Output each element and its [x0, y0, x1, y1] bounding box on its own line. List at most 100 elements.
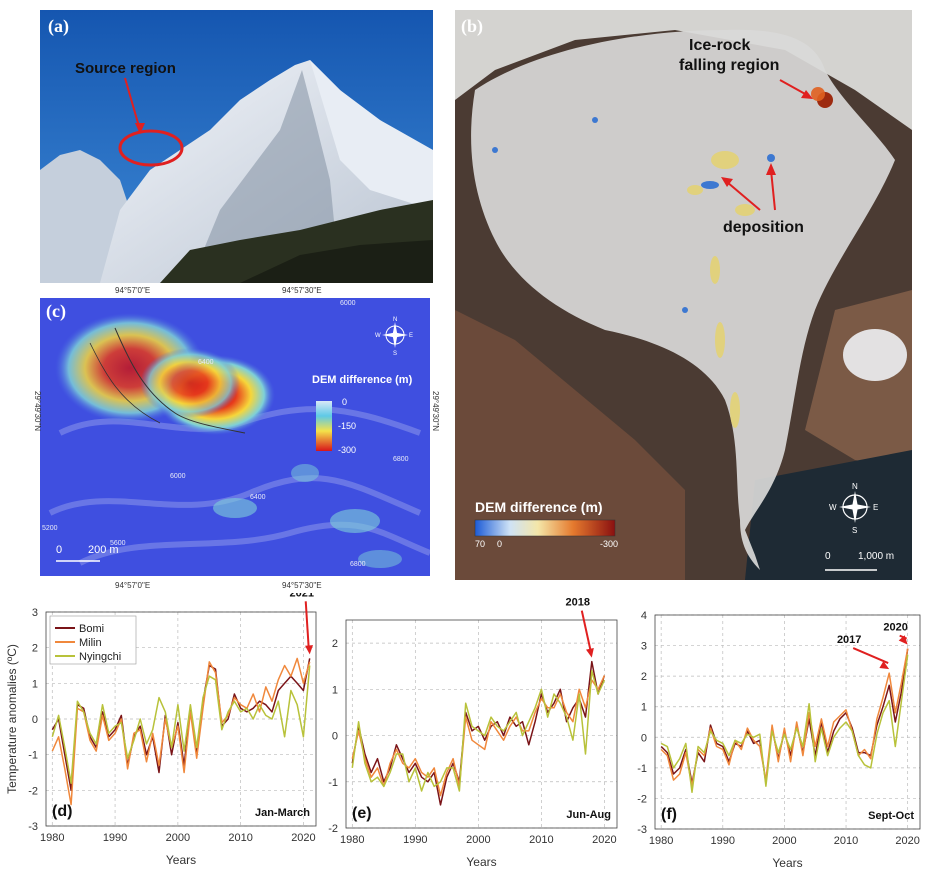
annotation-arrow [304, 601, 310, 649]
x-tick-label: 2020 [291, 832, 315, 844]
svg-text:N: N [852, 482, 858, 491]
svg-text:S: S [393, 351, 397, 357]
y-tick-label: 4 [641, 610, 647, 622]
x-tick-label: 2020 [592, 834, 616, 846]
x-axis-label: Years [772, 856, 802, 869]
svg-text:E: E [873, 503, 878, 512]
y-tick-label: -3 [28, 821, 38, 833]
x-tick-label: 1980 [40, 832, 64, 844]
annotation-arrow [852, 647, 889, 665]
panel-b-scale-1000: 1,000 m [858, 551, 894, 562]
panel-c-scale-0: 0 [56, 544, 62, 556]
contour-5600: 5600 [110, 540, 126, 547]
panel-b-legend-title: DEM difference (m) [475, 499, 603, 515]
source-region-label: Source region [75, 60, 176, 77]
annotation-arrowhead [305, 645, 314, 655]
mountain-photo: Source region [40, 10, 433, 283]
annotation-arrowhead [898, 635, 908, 645]
y-tick-label: 2 [332, 638, 338, 650]
panel-c-bottom-tick-2: 94°57'30"E [282, 581, 322, 590]
icerock-label-line2: falling region [679, 57, 779, 74]
chart-d: 1980 1990 2000 2010 2020 -3 -2 -1 0 1 2 3 Years Tempe… [5, 593, 317, 867]
y-axis-label: Temperature anomalies (ºC) [5, 644, 19, 794]
x-tick-label: 2000 [166, 832, 190, 844]
x-tick-label: 1980 [649, 835, 673, 847]
contour-6000-mid: 6000 [170, 473, 186, 480]
season-label: Jan-March [255, 807, 310, 819]
panel-label: (e) [352, 805, 372, 822]
temperature-charts: 1980 1990 2000 2010 2020-3-2-10123YearsTempe… [5, 593, 921, 869]
y-tick-label: 3 [641, 641, 647, 653]
svg-text:N: N [393, 317, 397, 323]
y-tick-label: 0 [332, 731, 338, 743]
panel-c-top-tick-2: 94°57'30"E [282, 286, 322, 295]
x-tick-label: 2010 [834, 835, 858, 847]
source-ellipse [118, 129, 184, 167]
y-tick-label: -1 [637, 763, 647, 775]
series-line-milin [51, 657, 311, 806]
panel-label: (d) [52, 803, 72, 820]
panel-c-legend-tick-0: 0 [342, 397, 347, 407]
panel-c-map: 94°57'0"E 94°57'30"E 6000 6400 6800 6000… [20, 283, 440, 593]
x-tick-label: 1980 [340, 834, 364, 846]
satellite-image: Ice-rock falling region deposition DEM d… [455, 10, 912, 580]
y-tick-label: 2 [641, 671, 647, 683]
y-tick-label: 0 [641, 732, 647, 744]
plot-frame [345, 619, 618, 829]
legend-label-bomi: Bomi [79, 623, 104, 635]
panel-c-bottom-tick-1: 94°57'0"E [115, 581, 150, 590]
y-tick-label: 2 [32, 643, 38, 655]
x-tick-label: 1990 [103, 832, 127, 844]
annotation-arrowhead [586, 647, 594, 658]
legend-label-milin: Milin [79, 637, 102, 649]
series-line-nyingchi [51, 665, 311, 784]
plot-frame [654, 614, 921, 830]
panel-a-photo: Source region (a) [40, 10, 433, 283]
x-tick-label: 2000 [772, 835, 796, 847]
panel-c-legend-title: DEM difference (m) [312, 374, 413, 386]
chart-f: 1980 1990 2000 2010 2020 -3 -2 -1 0 1 2 3 4 Years (f) S… [637, 610, 921, 869]
chart-e: 1980 1990 2000 2010 2020 -2 -1 0 1 2 Years (e) Jun-A… [328, 597, 618, 869]
contour-6800-bottom: 6800 [350, 561, 366, 568]
contour-6800-right: 6800 [393, 456, 409, 463]
panel-c-label: (c) [46, 301, 66, 321]
y-tick-label: 1 [332, 684, 338, 696]
contour-6000-top: 6000 [340, 300, 356, 307]
x-tick-label: 2000 [466, 834, 490, 846]
panel-b-compass-icon: N S E W [829, 482, 878, 535]
x-tick-label: 1990 [711, 835, 735, 847]
panel-c-scale-200: 200 m [88, 544, 119, 556]
panel-c-legend-tick-300: -300 [338, 445, 356, 455]
y-tick-label: -2 [637, 793, 647, 805]
icerock-label-line1: Ice-rock [689, 37, 750, 54]
annotation-arrowhead [879, 661, 890, 670]
panel-b-scale-0: 0 [825, 551, 831, 562]
panel-c-compass-icon: N S E W [375, 317, 413, 357]
svg-text:W: W [375, 333, 381, 339]
panel-c-legend-tick-150: -150 [338, 421, 356, 431]
annotation-2017: 2017 [837, 634, 861, 646]
panel-c-left-tick: 29°49'30"N [33, 391, 42, 431]
annotation-2021: 2021 [289, 593, 313, 599]
panel-b-colorbar [474, 519, 616, 537]
y-tick-label: -3 [637, 824, 647, 836]
x-tick-label: 2020 [895, 835, 919, 847]
y-tick-label: 0 [32, 714, 38, 726]
x-tick-label: 1990 [403, 834, 427, 846]
annotation-arrow [580, 610, 592, 652]
x-tick-label: 2010 [228, 832, 252, 844]
series-line-nyingchi [660, 654, 909, 794]
series-line-bomi [660, 648, 909, 784]
panel-c-colorbar [316, 401, 332, 451]
series-line-milin [351, 675, 606, 797]
source-arrow [124, 77, 141, 131]
deposition-label: deposition [723, 219, 804, 236]
x-axis-label: Years [166, 853, 196, 867]
legend-label-nyingchi: Nyingchi [79, 651, 121, 663]
y-tick-label: -1 [28, 750, 38, 762]
annotation-2018: 2018 [566, 597, 590, 609]
panel-label: (f) [661, 806, 677, 823]
plot-frame [45, 611, 317, 827]
y-tick-label: -2 [28, 785, 38, 797]
panel-b-label: (b) [461, 16, 483, 36]
